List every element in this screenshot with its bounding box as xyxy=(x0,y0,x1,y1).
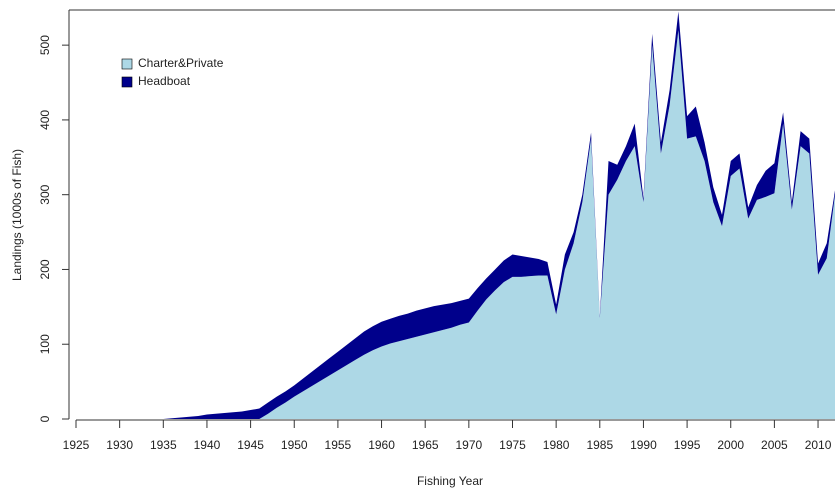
legend-label: Headboat xyxy=(138,74,191,88)
x-tick-label: 2005 xyxy=(761,438,788,452)
x-tick-label: 1955 xyxy=(325,438,352,452)
y-axis-title: Landings (1000s of Fish) xyxy=(10,149,24,281)
x-tick-label: 1930 xyxy=(106,438,133,452)
x-tick-label: 1940 xyxy=(194,438,221,452)
x-tick-label: 1990 xyxy=(630,438,657,452)
x-axis-title: Fishing Year xyxy=(417,474,483,488)
x-tick-label: 1975 xyxy=(499,438,526,452)
x-tick-label: 2000 xyxy=(717,438,744,452)
y-tick-label: 100 xyxy=(38,334,52,354)
legend-swatch xyxy=(121,58,133,70)
x-tick-label: 1945 xyxy=(237,438,264,452)
x-tick-label: 1965 xyxy=(412,438,439,452)
x-tick-label: 1995 xyxy=(674,438,701,452)
x-tick-label: 1985 xyxy=(586,438,613,452)
legend-swatch xyxy=(121,76,133,88)
x-tick-label: 1970 xyxy=(455,438,482,452)
legend-label: Charter&Private xyxy=(138,56,224,70)
x-tick-label: 1960 xyxy=(368,438,395,452)
y-tick-label: 0 xyxy=(38,415,52,422)
x-tick-label: 1980 xyxy=(543,438,570,452)
y-tick-label: 500 xyxy=(38,35,52,55)
x-tick-label: 1950 xyxy=(281,438,308,452)
area xyxy=(76,30,835,419)
y-tick-label: 300 xyxy=(38,184,52,204)
y-tick-label: 200 xyxy=(38,259,52,279)
y-tick-label: 400 xyxy=(38,110,52,130)
x-tick-label: 2010 xyxy=(805,438,832,452)
x-tick-label: 1935 xyxy=(150,438,177,452)
x-tick-label: 1925 xyxy=(63,438,90,452)
